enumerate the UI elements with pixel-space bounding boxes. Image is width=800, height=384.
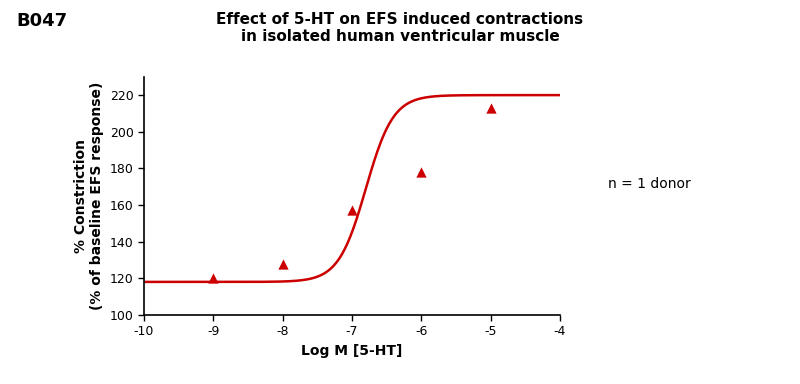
Y-axis label: % Constriction
(% of baseline EFS response): % Constriction (% of baseline EFS respon…: [74, 82, 104, 310]
X-axis label: Log M [5-HT]: Log M [5-HT]: [302, 344, 402, 358]
Text: Effect of 5-HT on EFS induced contractions
in isolated human ventricular muscle: Effect of 5-HT on EFS induced contractio…: [217, 12, 583, 44]
Point: [346, 207, 358, 214]
Text: n = 1 donor: n = 1 donor: [608, 177, 690, 191]
Point: [415, 169, 428, 175]
Text: B047: B047: [16, 12, 67, 30]
Point: [276, 260, 289, 266]
Point: [484, 105, 497, 111]
Point: [207, 275, 220, 281]
